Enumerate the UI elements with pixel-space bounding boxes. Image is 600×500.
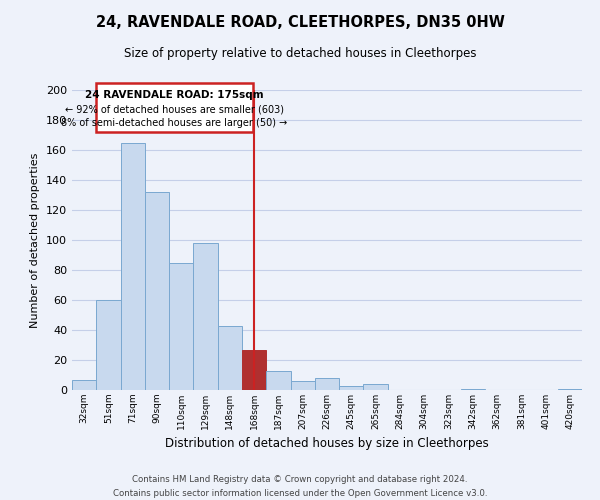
Bar (364, 384, 388, 390)
Bar (169, 262, 193, 390)
Bar (96, 82, 253, 132)
Text: Contains HM Land Registry data © Crown copyright and database right 2024.
Contai: Contains HM Land Registry data © Crown c… (113, 476, 487, 498)
Bar (339, 386, 364, 390)
Bar (72, 380, 96, 390)
Bar (145, 192, 169, 390)
Y-axis label: Number of detached properties: Number of detached properties (31, 152, 40, 328)
Text: 8% of semi-detached houses are larger (50) →: 8% of semi-detached houses are larger (5… (61, 118, 288, 128)
X-axis label: Distribution of detached houses by size in Cleethorpes: Distribution of detached houses by size … (165, 438, 489, 450)
Bar (242, 350, 266, 390)
Bar (461, 388, 485, 390)
Bar (121, 142, 145, 390)
Text: 24 RAVENDALE ROAD: 175sqm: 24 RAVENDALE ROAD: 175sqm (85, 90, 264, 100)
Text: ← 92% of detached houses are smaller (603): ← 92% of detached houses are smaller (60… (65, 104, 284, 115)
Text: Size of property relative to detached houses in Cleethorpes: Size of property relative to detached ho… (124, 48, 476, 60)
Bar (266, 370, 290, 390)
Bar (96, 300, 121, 390)
Bar (558, 388, 582, 390)
Bar (290, 381, 315, 390)
Bar (315, 378, 339, 390)
Bar (193, 243, 218, 390)
Text: 24, RAVENDALE ROAD, CLEETHORPES, DN35 0HW: 24, RAVENDALE ROAD, CLEETHORPES, DN35 0H… (95, 15, 505, 30)
Bar (218, 326, 242, 390)
